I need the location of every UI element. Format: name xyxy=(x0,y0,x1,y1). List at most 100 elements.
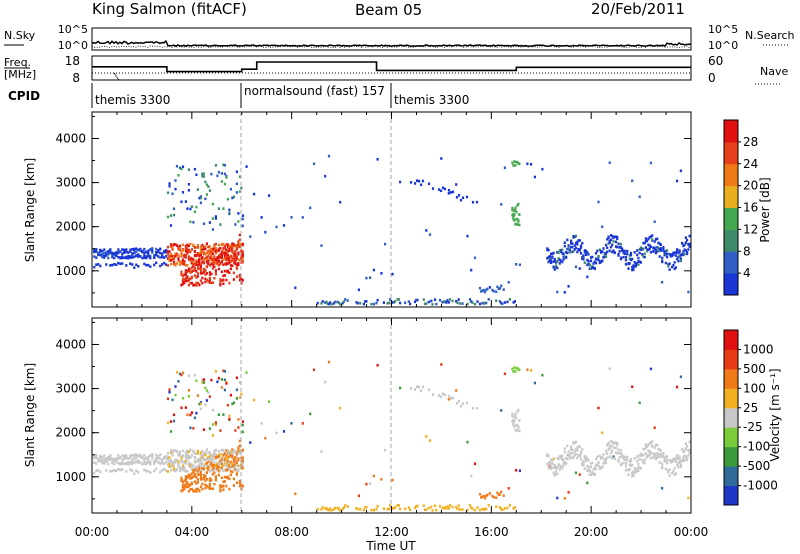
data-cell xyxy=(234,250,237,253)
data-cell xyxy=(177,463,180,467)
data-cell xyxy=(231,455,234,458)
data-cell xyxy=(171,192,174,196)
data-cell xyxy=(226,451,229,455)
data-cell xyxy=(231,196,234,200)
data-cell xyxy=(137,454,140,458)
data-cell xyxy=(208,277,211,280)
data-cell xyxy=(682,450,685,454)
data-cell xyxy=(201,477,204,481)
data-cell xyxy=(192,475,195,478)
data-cell xyxy=(673,473,676,477)
data-cell xyxy=(639,261,642,264)
data-cell xyxy=(491,494,494,498)
data-cell xyxy=(205,242,208,245)
data-cell xyxy=(332,508,335,511)
data-cell xyxy=(187,189,190,192)
data-cell xyxy=(187,461,190,464)
data-cell xyxy=(229,453,232,457)
data-cell xyxy=(619,452,623,455)
data-cell xyxy=(208,221,211,224)
colorbar-tick-label: 28 xyxy=(743,135,758,149)
data-cell xyxy=(210,478,213,482)
data-cell xyxy=(204,197,207,201)
data-cell xyxy=(389,298,392,301)
data-cell xyxy=(101,458,104,462)
data-cell xyxy=(157,249,160,253)
data-cell xyxy=(205,478,208,481)
data-cell xyxy=(572,236,575,239)
data-cell xyxy=(513,425,516,428)
data-cell xyxy=(222,457,225,461)
data-cell xyxy=(217,267,220,271)
data-cell xyxy=(624,461,628,465)
data-cell xyxy=(189,488,192,491)
data-cell xyxy=(219,247,222,250)
data-cell xyxy=(231,250,234,254)
data-cell xyxy=(517,408,520,412)
data-cell xyxy=(237,262,240,265)
data-cell xyxy=(565,256,568,259)
data-cell xyxy=(196,281,199,285)
data-cell xyxy=(447,301,450,304)
data-cell xyxy=(220,242,223,246)
data-cell xyxy=(187,389,190,392)
data-cell xyxy=(478,286,482,290)
x-tick-label: 04:00 xyxy=(175,525,210,539)
velocity-ylabel: Slant Range [km] xyxy=(23,363,37,467)
data-cell xyxy=(466,302,469,306)
data-cell xyxy=(187,183,190,186)
data-cell xyxy=(324,174,327,178)
data-cell xyxy=(616,451,619,455)
data-cell xyxy=(213,471,216,475)
data-cell xyxy=(579,452,583,455)
data-cell xyxy=(275,225,278,229)
data-cell xyxy=(618,456,621,459)
data-cell xyxy=(187,450,190,453)
data-cell xyxy=(125,250,128,254)
data-cell xyxy=(204,180,207,184)
data-cell xyxy=(101,455,104,459)
data-cell xyxy=(214,272,217,276)
data-cell xyxy=(668,474,671,477)
data-cell xyxy=(235,182,238,186)
data-cell xyxy=(107,256,110,260)
data-cell xyxy=(480,290,483,293)
data-cell xyxy=(222,464,225,467)
data-cell xyxy=(241,279,244,282)
data-cell xyxy=(192,464,195,467)
data-cell xyxy=(183,461,186,464)
data-cell xyxy=(232,251,235,255)
data-cell xyxy=(423,508,427,512)
data-cell xyxy=(232,457,235,461)
data-cell xyxy=(222,207,225,210)
data-cell xyxy=(107,249,110,253)
data-cell xyxy=(508,298,511,301)
data-cell xyxy=(135,453,138,456)
data-cell xyxy=(621,247,624,251)
data-cell xyxy=(560,465,563,469)
data-cell xyxy=(226,250,229,253)
data-cell xyxy=(589,465,593,469)
data-cell xyxy=(225,248,228,252)
data-cell xyxy=(172,419,176,423)
data-cell xyxy=(195,261,198,265)
data-cell xyxy=(202,476,205,480)
data-cell xyxy=(181,484,185,487)
data-cell xyxy=(617,252,620,256)
data-cell xyxy=(174,385,177,388)
data-cell xyxy=(107,458,110,462)
data-cell xyxy=(533,381,536,385)
data-cell xyxy=(135,247,138,250)
data-cell xyxy=(687,454,690,457)
data-cell xyxy=(376,504,379,508)
data-cell xyxy=(103,454,106,457)
data-cell xyxy=(210,378,213,382)
data-cell xyxy=(415,504,418,508)
data-cell xyxy=(663,457,666,460)
data-cell xyxy=(117,248,120,251)
data-cell xyxy=(205,448,208,451)
data-cell xyxy=(598,248,601,252)
noise-right-tick-bottom: 10^0 xyxy=(708,39,738,52)
data-cell xyxy=(228,450,231,454)
data-cell xyxy=(659,243,662,246)
